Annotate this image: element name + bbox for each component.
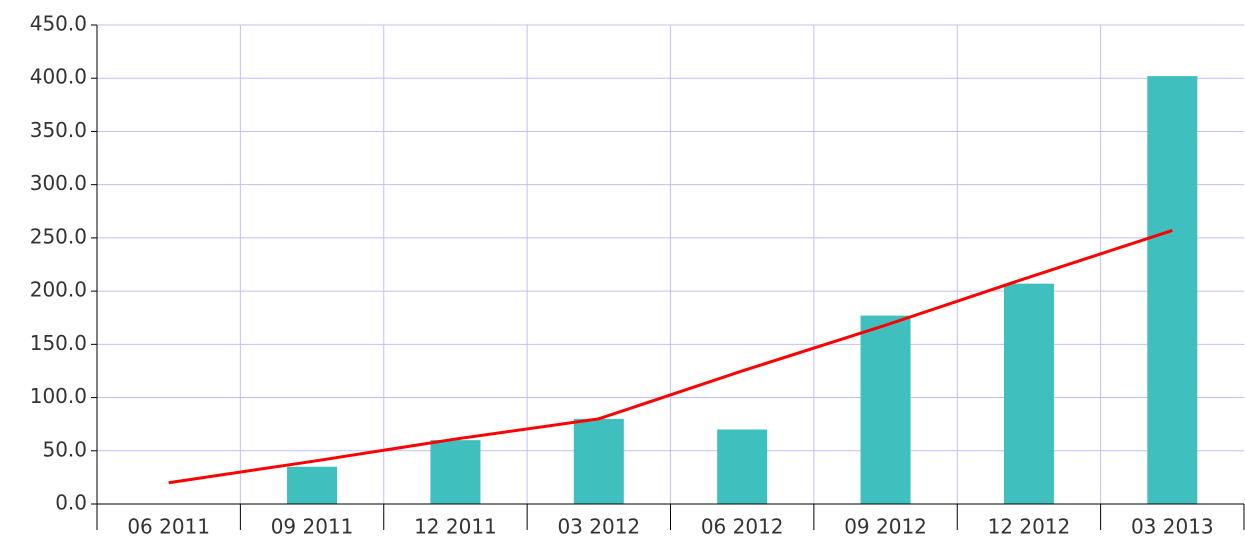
y-tick-label: 250.0: [30, 224, 87, 248]
x-tick-label: 09 2011: [271, 515, 354, 539]
y-tick-label: 150.0: [30, 331, 87, 355]
bar: [573, 418, 624, 504]
bar: [860, 315, 911, 504]
bar: [430, 440, 481, 504]
y-tick-label: 300.0: [30, 171, 87, 195]
trend-line: [168, 229, 1173, 485]
y-tick-label: 0.0: [55, 491, 87, 515]
x-tick-label: 03 2012: [557, 515, 640, 539]
bar: [1003, 283, 1054, 504]
x-tick-label: 12 2012: [988, 515, 1071, 539]
x-tick-label: 09 2012: [844, 515, 927, 539]
y-tick-label: 200.0: [30, 278, 87, 302]
x-tick-label: 06 2012: [701, 515, 784, 539]
bar: [1147, 76, 1198, 505]
x-tick-label: 03 2013: [1131, 515, 1214, 539]
y-tick-label: 50.0: [42, 437, 87, 461]
x-tick-label: 12 2011: [414, 515, 497, 539]
x-tick-label: 06 2011: [127, 515, 210, 539]
y-tick-label: 400.0: [30, 65, 87, 89]
bar: [717, 429, 768, 504]
y-tick-label: 100.0: [30, 384, 87, 408]
y-tick-label: 350.0: [30, 118, 87, 142]
bar: [287, 466, 338, 504]
y-tick-label: 450.0: [30, 12, 87, 36]
